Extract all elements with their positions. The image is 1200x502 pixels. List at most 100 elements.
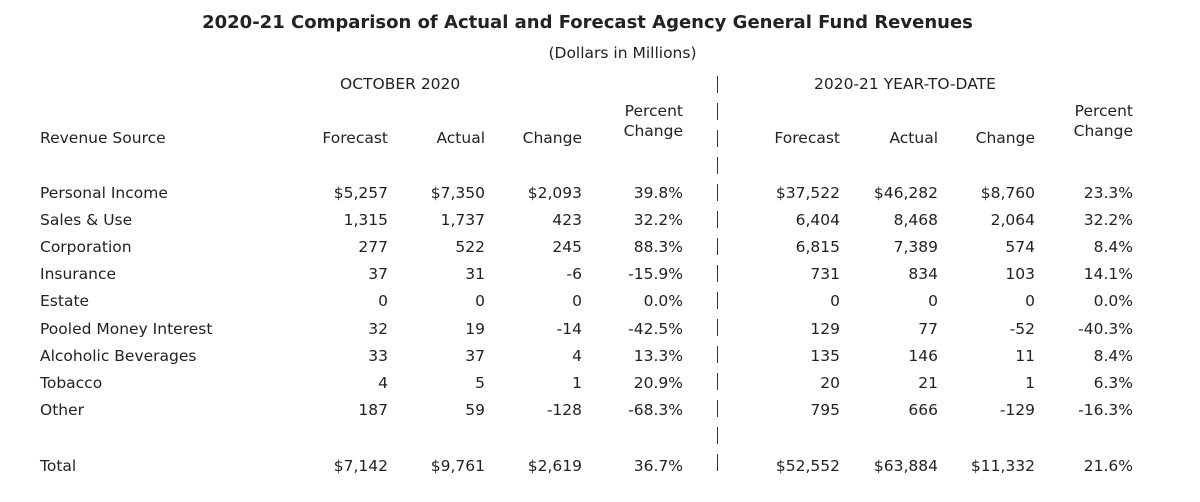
cell: 0 xyxy=(928,292,938,311)
cell: $8,760 xyxy=(980,184,1035,202)
cell: -52 xyxy=(1009,319,1035,338)
subtitle: (Dollars in Millions) xyxy=(548,44,697,62)
cell: 574 xyxy=(1005,238,1035,257)
cell: 4 xyxy=(378,373,388,392)
cell: 0 xyxy=(572,292,582,311)
cell: 14.1% xyxy=(1083,265,1133,284)
column-header: Actual xyxy=(889,129,938,147)
cell: 13.3% xyxy=(633,346,683,365)
cell: -40.3% xyxy=(1078,319,1133,338)
total-cell: $7,142 xyxy=(333,457,388,475)
total-cell: 21.6% xyxy=(1083,457,1133,475)
cell: 795 xyxy=(810,400,840,419)
cell: 11 xyxy=(1015,346,1035,365)
cell: 8.4% xyxy=(1093,346,1133,365)
row-label: Pooled Money Interest xyxy=(40,319,213,338)
cell: 0 xyxy=(475,292,485,311)
cell: 522 xyxy=(455,238,485,257)
column-header: Revenue Source xyxy=(40,129,166,147)
cell: 6,815 xyxy=(795,238,840,257)
cell: -128 xyxy=(546,400,582,419)
cell: 1,315 xyxy=(343,211,388,230)
cell: 59 xyxy=(465,400,485,419)
column-separator xyxy=(717,76,718,478)
cell: 37 xyxy=(465,346,485,365)
cell: 39.8% xyxy=(633,184,683,202)
cell: 0 xyxy=(830,292,840,311)
row-label: Alcoholic Beverages xyxy=(40,346,197,365)
cell: 32 xyxy=(368,319,388,338)
cell: $37,522 xyxy=(775,184,840,202)
cell: 0 xyxy=(1025,292,1035,311)
cell: -129 xyxy=(999,400,1035,419)
cell: 23.3% xyxy=(1083,184,1133,202)
column-header: Percent Change xyxy=(1073,102,1133,140)
cell: -42.5% xyxy=(628,319,683,338)
row-label: Tobacco xyxy=(40,373,103,392)
cell: 2,064 xyxy=(990,211,1035,230)
cell: 20 xyxy=(820,373,840,392)
cell: -6 xyxy=(566,265,582,284)
column-header: Actual xyxy=(436,129,485,147)
cell: 6.3% xyxy=(1093,373,1133,392)
cell: 31 xyxy=(465,265,485,284)
cell: 834 xyxy=(908,265,938,284)
total-label: Total xyxy=(40,457,77,475)
total-cell: $2,619 xyxy=(527,457,582,475)
row-label: Estate xyxy=(40,292,90,311)
cell: 731 xyxy=(810,265,840,284)
cell: -68.3% xyxy=(628,400,683,419)
total-cell: $9,761 xyxy=(430,457,485,475)
cell: 1,737 xyxy=(440,211,485,230)
cell: 129 xyxy=(810,319,840,338)
cell: 8.4% xyxy=(1093,238,1133,257)
cell: 7,389 xyxy=(893,238,938,257)
cell: 423 xyxy=(552,211,582,230)
cell: 277 xyxy=(358,238,388,257)
cell: 77 xyxy=(918,319,938,338)
cell: 20.9% xyxy=(633,373,683,392)
cell: $5,257 xyxy=(333,184,388,202)
cell: $2,093 xyxy=(527,184,582,202)
cell: -15.9% xyxy=(628,265,683,284)
cell: 666 xyxy=(908,400,938,419)
column-header: Percent Change xyxy=(623,102,683,140)
cell: 32.2% xyxy=(1083,211,1133,230)
cell: 0.0% xyxy=(1093,292,1133,311)
cell: 5 xyxy=(475,373,485,392)
cell: 6,404 xyxy=(795,211,840,230)
row-label: Insurance xyxy=(40,265,117,284)
total-cell: 36.7% xyxy=(633,457,683,475)
title: 2020-21 Comparison of Actual and Forecas… xyxy=(202,12,973,33)
cell: 146 xyxy=(908,346,938,365)
cell: 245 xyxy=(552,238,582,257)
column-header: Change xyxy=(522,129,582,147)
cell: 0 xyxy=(378,292,388,311)
cell: 0.0% xyxy=(643,292,683,311)
cell: 88.3% xyxy=(633,238,683,257)
cell: 8,468 xyxy=(893,211,938,230)
cell: 103 xyxy=(1005,265,1035,284)
column-header: Forecast xyxy=(322,129,388,147)
total-cell: $11,332 xyxy=(970,457,1035,475)
cell: 19 xyxy=(465,319,485,338)
cell: 135 xyxy=(810,346,840,365)
cell: -16.3% xyxy=(1078,400,1133,419)
cell: 33 xyxy=(368,346,388,365)
cell: 4 xyxy=(572,346,582,365)
row-label: Corporation xyxy=(40,238,132,257)
group-header: 2020-21 YEAR-TO-DATE xyxy=(814,75,996,93)
cell: 21 xyxy=(918,373,938,392)
cell: 1 xyxy=(572,373,582,392)
total-cell: $52,552 xyxy=(775,457,840,475)
row-label: Other xyxy=(40,400,85,419)
cell: $7,350 xyxy=(430,184,485,202)
row-label: Personal Income xyxy=(40,184,168,202)
cell: 187 xyxy=(358,400,388,419)
column-header: Change xyxy=(975,129,1035,147)
cell: $46,282 xyxy=(873,184,938,202)
row-label: Sales & Use xyxy=(40,211,133,230)
total-cell: $63,884 xyxy=(873,457,938,475)
column-header: Forecast xyxy=(774,129,840,147)
